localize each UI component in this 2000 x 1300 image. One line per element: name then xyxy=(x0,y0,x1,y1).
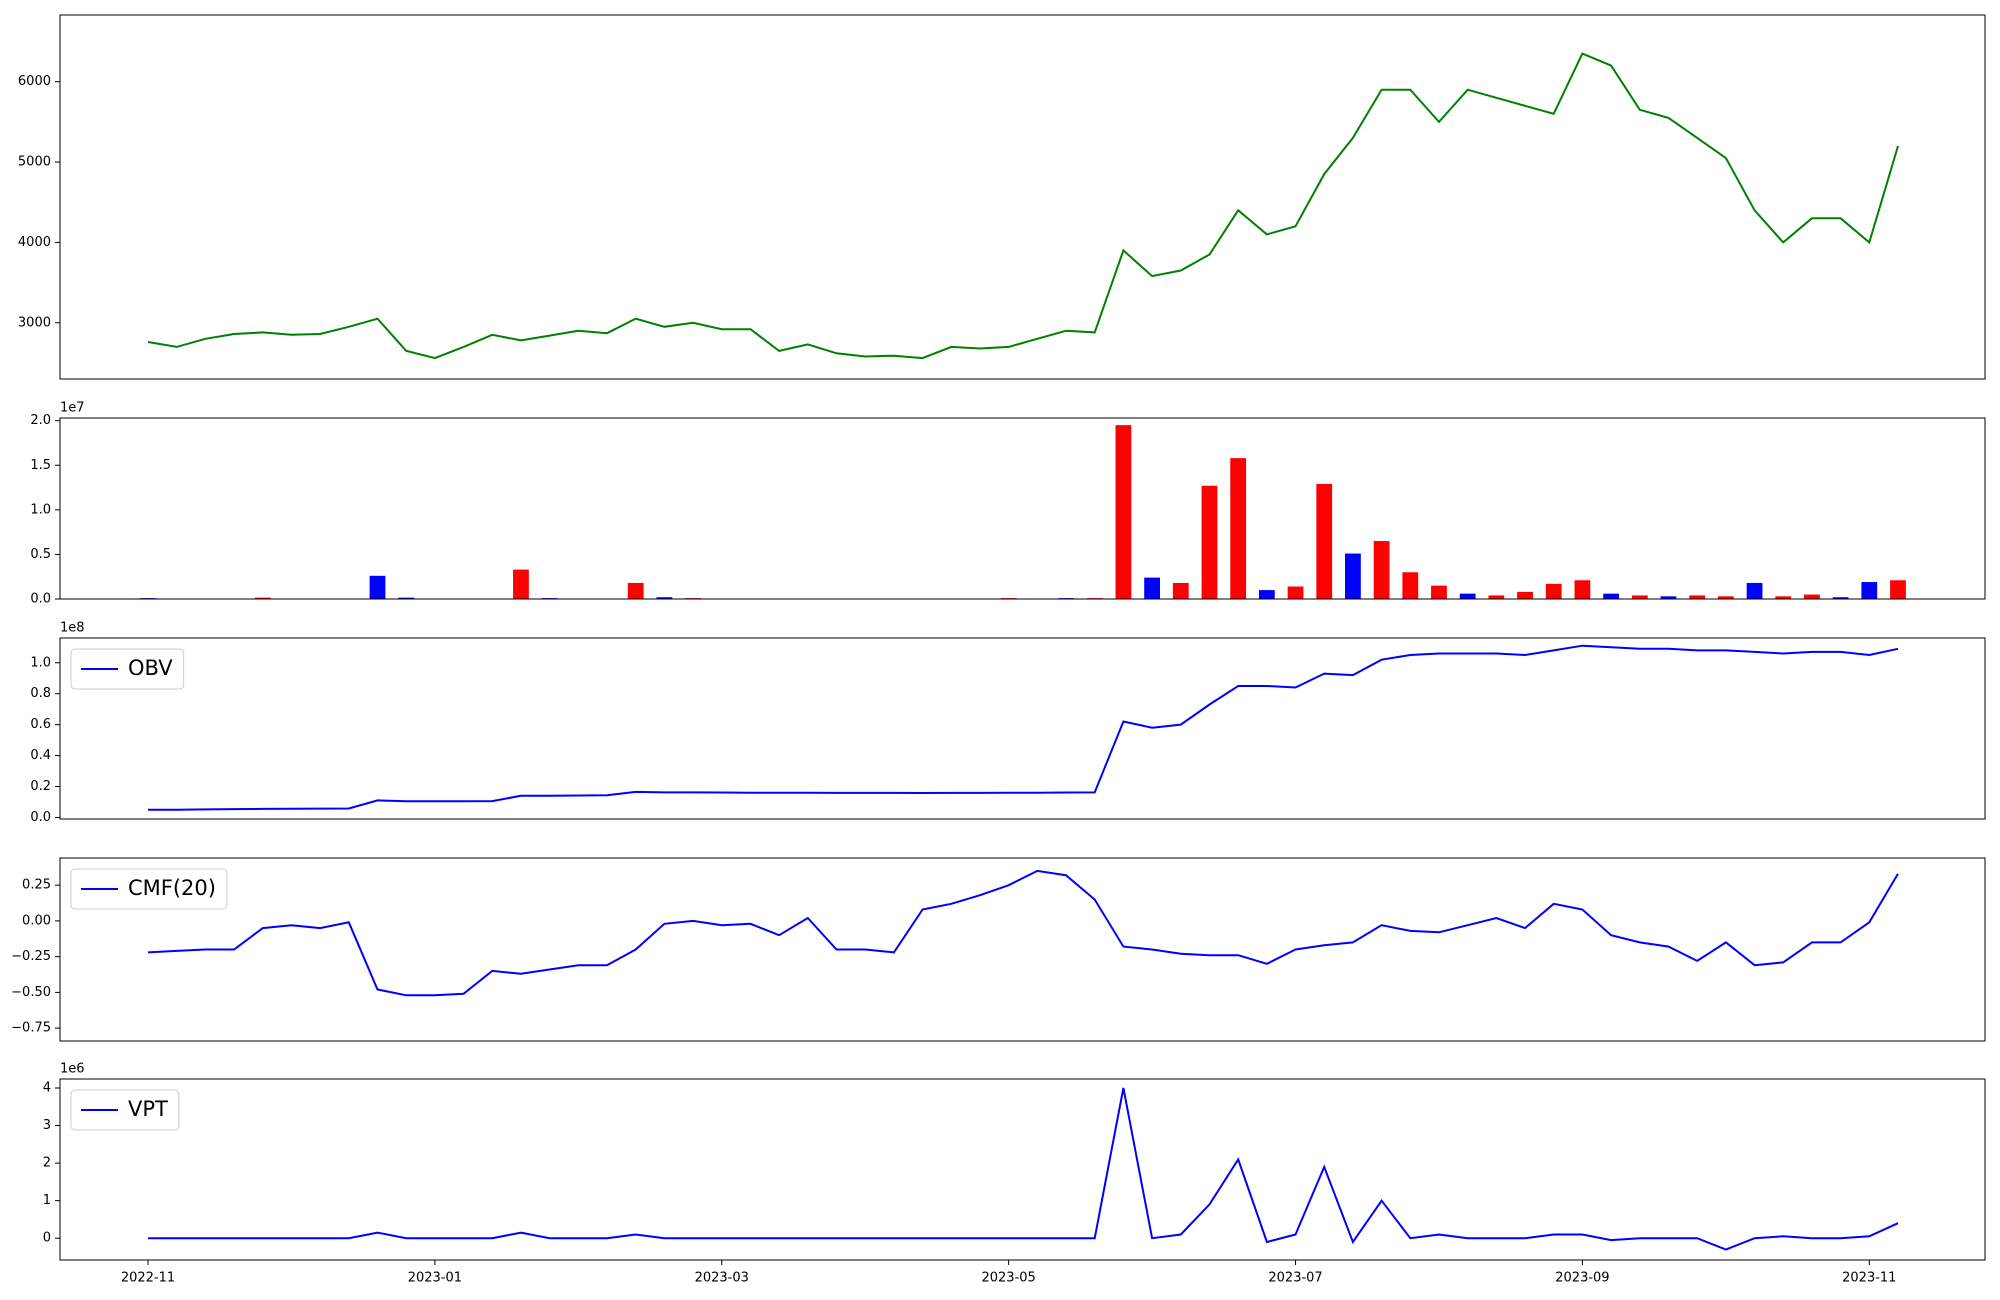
axes-frame xyxy=(59,1078,1986,1261)
y-tick-label: 6000 xyxy=(18,74,51,89)
y-tick-label: 0.00 xyxy=(22,913,51,928)
bar xyxy=(1373,541,1390,599)
bar xyxy=(1287,586,1304,599)
bar xyxy=(1631,595,1648,599)
y-tick-label: 0.5 xyxy=(30,547,51,562)
bar xyxy=(1402,572,1419,599)
bar xyxy=(1115,425,1132,599)
y-tick-label: 0.0 xyxy=(30,592,51,607)
y-tick-label: 1.5 xyxy=(30,458,51,473)
bar xyxy=(1832,597,1849,599)
y-tick-label: 3 xyxy=(43,1118,51,1133)
bar xyxy=(1660,596,1677,599)
bar xyxy=(1746,582,1763,599)
bar xyxy=(1144,577,1160,599)
legend-label: VPT xyxy=(128,1097,168,1121)
bar xyxy=(1517,591,1533,599)
y-tick-label: 2 xyxy=(43,1156,51,1171)
legend-label: OBV xyxy=(128,656,173,680)
x-tick-label: 2023-01 xyxy=(408,1271,462,1286)
y-tick-label: 4000 xyxy=(18,235,51,250)
axes-frame xyxy=(59,14,1986,380)
bar xyxy=(1488,595,1505,599)
y-tick-label: −0.50 xyxy=(11,985,51,1000)
bar xyxy=(1201,485,1218,599)
bar xyxy=(1775,596,1792,599)
line xyxy=(147,52,1899,360)
bar xyxy=(513,569,529,599)
x-tick-label: 2023-07 xyxy=(1268,1271,1322,1286)
bar xyxy=(1258,590,1275,599)
y-tick-label: 0.4 xyxy=(30,748,51,763)
line xyxy=(147,869,1899,997)
line xyxy=(148,644,1899,811)
y-tick-label: 1.0 xyxy=(30,502,51,517)
line xyxy=(148,1087,1899,1251)
bar xyxy=(254,597,271,599)
bar xyxy=(1689,595,1706,599)
bar xyxy=(1603,593,1620,599)
y-tick-label: 0.2 xyxy=(30,779,51,794)
y-tick-label: 5000 xyxy=(18,155,51,170)
bar xyxy=(398,597,415,599)
x-tick-label: 2023-09 xyxy=(1555,1271,1609,1286)
offset-text: 1e6 xyxy=(60,1062,85,1077)
legend-box xyxy=(70,648,185,690)
y-tick-label: 0.25 xyxy=(22,878,51,893)
y-tick-label: 0.6 xyxy=(30,717,51,732)
bar xyxy=(1890,580,1906,599)
axes-frame xyxy=(59,637,1986,820)
legend-label: CMF(20) xyxy=(128,876,216,900)
y-tick-label: 1.0 xyxy=(30,655,51,670)
x-tick-label: 2023-05 xyxy=(981,1271,1035,1286)
offset-text: 1e8 xyxy=(60,621,85,636)
x-tick-label: 2022-11 xyxy=(121,1271,175,1286)
bar xyxy=(1574,580,1591,599)
bar xyxy=(1172,582,1189,599)
bar xyxy=(1717,596,1734,599)
y-tick-label: 0.8 xyxy=(30,686,51,701)
bar xyxy=(1345,553,1361,599)
bar xyxy=(1431,585,1447,599)
bar xyxy=(1316,483,1333,599)
legend-box xyxy=(70,868,228,910)
axes-frame xyxy=(59,417,1986,600)
x-tick-label: 2023-03 xyxy=(695,1271,749,1286)
y-tick-label: −0.75 xyxy=(11,1021,51,1036)
bar xyxy=(1545,583,1562,599)
y-tick-label: 0.0 xyxy=(30,810,51,825)
bar xyxy=(627,582,644,599)
y-tick-label: −0.25 xyxy=(11,949,51,964)
y-tick-label: 1 xyxy=(43,1193,51,1208)
bar xyxy=(1230,458,1247,599)
y-tick-label: 2.0 xyxy=(30,413,51,428)
legend-box xyxy=(70,1089,180,1131)
bar xyxy=(1804,594,1820,599)
offset-text: 1e7 xyxy=(60,401,85,416)
bar xyxy=(369,575,386,599)
y-tick-label: 3000 xyxy=(18,315,51,330)
x-tick-label: 2023-11 xyxy=(1842,1271,1896,1286)
y-tick-label: 0 xyxy=(43,1231,51,1246)
y-tick-label: 4 xyxy=(43,1081,51,1096)
bar xyxy=(1861,582,1878,599)
axes-frame xyxy=(59,857,1986,1042)
bar xyxy=(656,597,673,599)
bar xyxy=(1459,593,1476,599)
